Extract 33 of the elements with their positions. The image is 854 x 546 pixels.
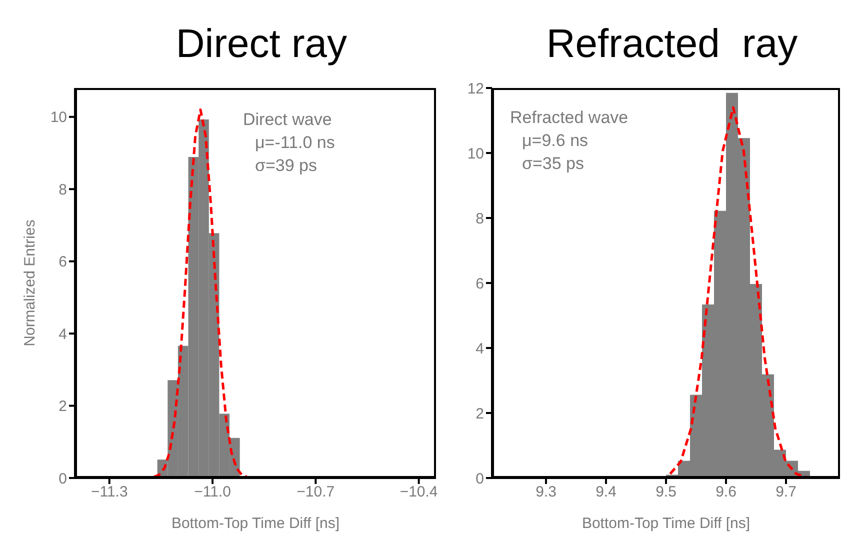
x-tick-label: 9.7 [776,484,796,501]
chart-title: Refracted ray [545,21,799,68]
x-axis-title: Bottom-Top Time Diff [ns] [171,515,340,532]
y-tick-label: 10 [467,145,484,162]
y-tick-label: 6 [476,275,484,292]
y-tick-label: 0 [476,470,484,488]
y-tick-label: 4 [58,326,67,343]
x-axis-title: Bottom-Top Time Diff [ns] [582,515,750,532]
y-axis-title: Normalized Entries [21,220,38,346]
y-tick-label: 8 [476,210,484,228]
y-tick-label: 4 [476,340,484,358]
annotation: σ=35 ps [521,153,586,175]
annotation: Refracted wave [510,107,628,129]
x-tick-label: −10.7 [296,484,335,501]
y-tick-label: 2 [476,405,484,422]
y-tick-label: 0 [58,470,67,488]
chart-title: Direct ray [174,21,348,68]
x-tick-label: 9.3 [536,484,556,501]
y-tick-label: 10 [50,109,67,126]
annotation: μ=9.6 ns [521,130,590,152]
annotation: μ=-11.0 ns [254,132,335,154]
y-tick-label: 2 [58,398,67,416]
x-tick-label: 9.5 [656,484,676,501]
x-tick-label: −11.3 [90,484,128,501]
x-tick-label: 9.6 [716,484,736,501]
annotation: Direct wave [243,109,333,131]
x-tick-label: −10.4 [400,484,438,501]
y-tick-label: 8 [58,181,67,198]
y-tick-label: 12 [467,80,484,98]
y-tick-label: 6 [58,254,67,271]
annotation: σ=39 ps [254,155,318,177]
x-tick-label: −11.0 [194,484,231,501]
x-tick-label: 9.4 [596,484,616,501]
